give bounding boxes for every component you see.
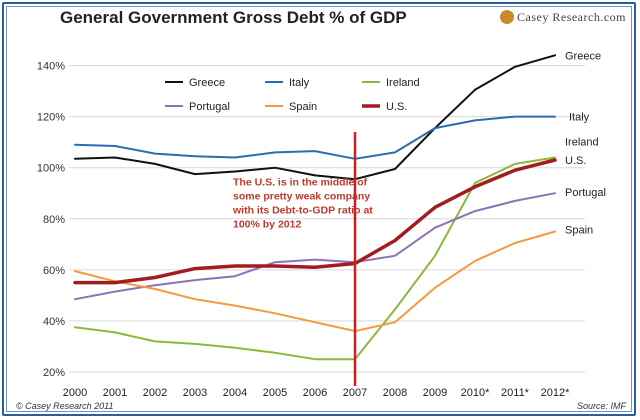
end-label: Portugal	[565, 187, 606, 199]
x-tick-label: 2003	[183, 387, 207, 399]
source-footer: Source: IMF	[576, 401, 626, 411]
series-line-italy	[74, 115, 556, 160]
end-label: Spain	[565, 225, 593, 237]
annotation-line: 100% by 2012	[233, 219, 301, 231]
y-tick-label: 20%	[43, 367, 65, 379]
annotation-line: with its Debt-to-GDP ratio at	[232, 205, 373, 217]
x-tick-label: 2001	[103, 387, 127, 399]
x-tick-label: 2012*	[541, 387, 570, 399]
end-label: Ireland	[565, 136, 599, 148]
end-label: Italy	[569, 112, 590, 124]
legend-label: Portugal	[189, 101, 230, 113]
legend-label: Italy	[289, 77, 310, 89]
x-tick-label: 2004	[223, 387, 247, 399]
series-line-greece	[74, 54, 556, 181]
series-lines	[73, 54, 557, 361]
globe-icon	[500, 10, 515, 24]
inner-frame	[6, 6, 632, 412]
grid-lines	[69, 65, 585, 373]
x-tick-label: 2010*	[461, 387, 490, 399]
x-tick-label: 2011*	[501, 387, 530, 399]
series-line-portugal	[74, 192, 556, 301]
end-label: U.S.	[565, 155, 586, 167]
y-axis-ticks: 20% 40% 60% 80% 100% 120% 140%	[37, 61, 65, 379]
y-tick-label: 40%	[43, 316, 65, 328]
outer-frame	[2, 2, 636, 416]
x-axis-ticks: 2000 2001 2002 2003 2004 2005 2006 2007 2008 2009…	[63, 387, 570, 399]
y-tick-label: 140%	[37, 61, 65, 73]
copyright-footer: © Casey Research 2011	[16, 401, 114, 411]
end-labels: Greece Italy Ireland Portugal Spain U.S.	[565, 50, 606, 236]
y-tick-label: 120%	[37, 112, 65, 124]
legend-label: Spain	[289, 101, 317, 113]
x-tick-label: 2002	[143, 387, 167, 399]
y-tick-label: 100%	[37, 163, 65, 175]
legend-label: U.S.	[386, 101, 407, 113]
casey-research-logo: Casey Research.com	[500, 10, 626, 25]
legend: Greece Italy Ireland Portugal Spain U.S.	[165, 77, 420, 113]
annotation-line: some pretty weak company	[233, 191, 370, 203]
x-tick-label: 2000	[63, 387, 87, 399]
series-line-us	[73, 158, 557, 285]
chart-title: General Government Gross Debt % of GDP	[60, 8, 407, 27]
x-tick-label: 2009	[423, 387, 447, 399]
x-tick-label: 2006	[303, 387, 327, 399]
x-tick-label: 2007	[343, 387, 367, 399]
legend-label: Greece	[189, 77, 225, 89]
series-line-ireland	[74, 156, 556, 361]
series-line-spain	[74, 230, 556, 333]
logo-text: Casey Research.com	[517, 10, 626, 24]
y-tick-label: 80%	[43, 214, 65, 226]
y-tick-label: 60%	[43, 265, 65, 277]
end-label: Greece	[565, 50, 601, 62]
x-tick-label: 2005	[263, 387, 287, 399]
annotation-line: The U.S. is in the middle of	[233, 177, 368, 189]
annotation-text: The U.S. is in the middle of some pretty …	[232, 177, 373, 231]
legend-label: Ireland	[386, 77, 420, 89]
x-tick-label: 2008	[383, 387, 407, 399]
